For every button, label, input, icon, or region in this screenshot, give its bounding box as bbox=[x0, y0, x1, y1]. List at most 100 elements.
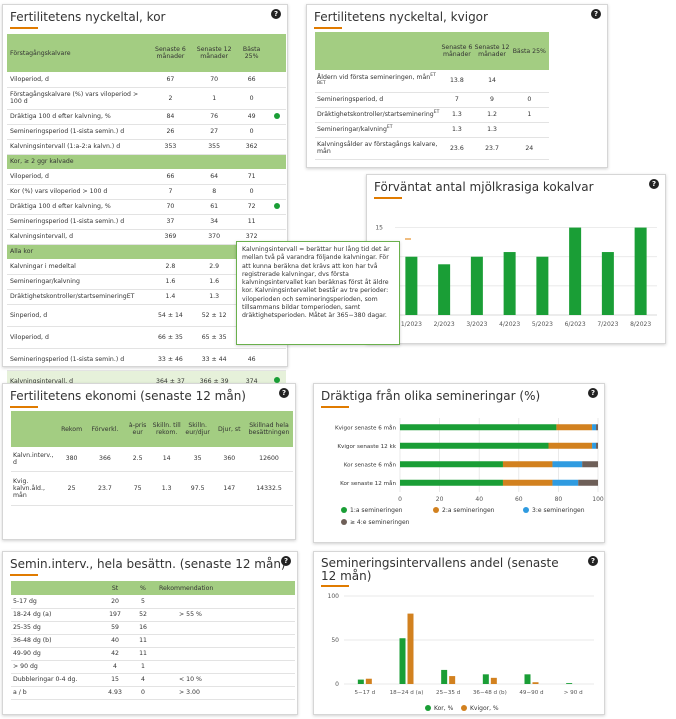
x-tick-label: > 90 d bbox=[564, 690, 583, 696]
title-accent bbox=[314, 27, 342, 29]
andel-card: Semineringsintervallens andel (senaste 1… bbox=[313, 551, 605, 715]
andel-bar bbox=[566, 683, 573, 684]
andel-bar bbox=[407, 613, 414, 684]
ekonomi-card: Fertilitetens ekonomi (senaste 12 mån) ?… bbox=[2, 383, 296, 540]
andel-bar bbox=[399, 638, 406, 684]
stacked-bar-segment bbox=[400, 442, 549, 449]
fertility-kvigor-card: Fertilitetens nyckeltal, kvigor ? Senast… bbox=[306, 4, 608, 168]
calves-bar bbox=[601, 252, 614, 315]
legend-marker bbox=[425, 705, 431, 711]
kvigor-header-row: Senaste 6 månader Senaste 12 månader Bäs… bbox=[315, 32, 549, 70]
table-row: Kalvningsintervall (1:a-2:a kalvn.) d 353… bbox=[7, 139, 286, 155]
section-row: Alla kor bbox=[7, 244, 286, 259]
x-tick-label: 6/2023 bbox=[565, 321, 586, 328]
table-row: 36-48 dg (b) 40 11 bbox=[11, 634, 295, 648]
andel-bar bbox=[532, 682, 539, 684]
stacked-bar-segment bbox=[552, 461, 583, 468]
table-row: a / b 4.93 0 > 3.00 bbox=[11, 686, 295, 700]
status-dot bbox=[273, 112, 280, 119]
legend-label: Kor, % bbox=[434, 705, 454, 712]
y-tick-label: Kvigor senaste 6 mån bbox=[335, 424, 396, 431]
andel-bar bbox=[441, 669, 448, 684]
y-tick-label: Kor senaste 6 mån bbox=[344, 461, 397, 468]
stacked-bar-segment bbox=[552, 479, 579, 486]
help-icon[interactable]: ? bbox=[588, 556, 598, 566]
stacked-bar-segment bbox=[556, 424, 593, 431]
table-row: Kalvningsintervall, d 369 370 372 bbox=[7, 229, 286, 245]
x-tick-label: 5−17 d bbox=[354, 690, 375, 696]
kvigor-card-title: Fertilitetens nyckeltal, kvigor bbox=[314, 10, 488, 24]
draktiga-stacked-chart: 0 20 40 60 80 100 Kvigor senaste 6 mån Kvigor s… bbox=[335, 418, 604, 526]
table-row: Åldern vid första semineringen, månET BET… bbox=[315, 70, 549, 93]
ekonomi-header-row: Rekom Förverkl. à-pris eur Skilln. till … bbox=[11, 411, 293, 447]
legend-marker bbox=[461, 705, 467, 711]
help-icon[interactable]: ? bbox=[591, 9, 601, 19]
kalvningsintervall-tooltip: Kalvningsintervall = berättar hur lång t… bbox=[236, 241, 400, 345]
title-accent bbox=[10, 574, 38, 576]
help-icon[interactable]: ? bbox=[588, 388, 598, 398]
help-icon[interactable]: ? bbox=[649, 179, 659, 189]
legend-marker bbox=[433, 507, 439, 513]
andel-bar bbox=[524, 674, 531, 684]
draktiga-card: Dräktiga från olika semineringar (%) ? 0… bbox=[313, 383, 605, 543]
andel-bar bbox=[490, 677, 497, 684]
kor-header-row: Förstagångskalvare Senaste 6 månader Sen… bbox=[7, 34, 286, 72]
calves-card-title: Förväntat antal mjölkrasiga kokalvar bbox=[374, 180, 594, 194]
x-tick-label: 25−35 d bbox=[436, 690, 461, 696]
x-tick-label: 2/2023 bbox=[434, 321, 455, 328]
table-row: Viloperiod, d 66 64 71 bbox=[7, 169, 286, 185]
stacked-bar-segment bbox=[596, 424, 598, 431]
andel-bar bbox=[449, 676, 456, 684]
y-tick-label: 15 bbox=[375, 225, 383, 232]
stacked-bar-segment bbox=[502, 479, 553, 486]
expected-calves-card: Förväntat antal mjölkrasiga kokalvar ? 1… bbox=[366, 174, 666, 344]
calves-bar bbox=[438, 264, 451, 315]
calves-bar bbox=[503, 252, 516, 315]
table-row: > 90 dg 4 1 bbox=[11, 660, 295, 674]
title-accent bbox=[10, 406, 38, 408]
legend-marker bbox=[341, 519, 347, 525]
x-tick-label: 8/2023 bbox=[630, 321, 651, 328]
y-tick-label: 100 bbox=[328, 593, 340, 600]
kvigor-header-12m: Senaste 12 månader bbox=[474, 44, 510, 58]
help-icon[interactable]: ? bbox=[281, 556, 291, 566]
table-row: 49-90 dg 42 11 bbox=[11, 647, 295, 661]
andel-bar-chart: 100 50 0 5−17 d 18−24 d (a) 25−35 d 36−48 d (b… bbox=[328, 593, 594, 712]
help-icon[interactable]: ? bbox=[271, 9, 281, 19]
ekonomi-card-title: Fertilitetens ekonomi (senaste 12 mån) bbox=[10, 389, 246, 403]
table-row: Semineringsperiod (1-sista semin.) d 26 27… bbox=[7, 124, 286, 140]
table-row: 18-24 dg (a) 197 52 > 55 % bbox=[11, 608, 295, 622]
legend-label: 1:a semineringen bbox=[350, 507, 403, 514]
table-row: 25-35 dg 59 16 bbox=[11, 621, 295, 635]
x-tick-label: 100 bbox=[592, 496, 604, 503]
status-dot bbox=[273, 377, 280, 383]
ekonomi-table: Rekom Förverkl. à-pris eur Skilln. till … bbox=[11, 411, 293, 506]
legend-label: 3:e semineringen bbox=[532, 507, 585, 514]
calves-bar bbox=[569, 227, 582, 315]
table-row: Dräktiga 100 d efter kalvning, % 84 76 49 bbox=[7, 109, 286, 125]
x-tick-label: 3/2023 bbox=[466, 321, 487, 328]
andel-card-title: Semineringsintervallens andel (senaste 1… bbox=[321, 556, 559, 583]
table-row: Kalvningsålder av förstagångs kalvare, m… bbox=[315, 137, 549, 160]
x-tick-label: 5/2023 bbox=[532, 321, 553, 328]
table-row: Viloperiod, d 67 70 66 bbox=[7, 72, 286, 88]
andel-bar bbox=[482, 674, 489, 684]
help-icon[interactable]: ? bbox=[279, 388, 289, 398]
title-accent bbox=[321, 406, 349, 408]
table-row: Semineringsperiod, d 7 9 0 bbox=[315, 92, 549, 108]
kvigor-header-6m: Senaste 6 månader bbox=[441, 44, 473, 58]
x-tick-label: 0 bbox=[398, 496, 402, 503]
y-tick-label: Kvigor senaste 12 kk bbox=[337, 444, 396, 450]
stacked-bar-segment bbox=[578, 479, 598, 486]
kor-header-6m: Senaste 6 månader bbox=[155, 46, 186, 60]
stacked-bar-segment bbox=[548, 442, 593, 449]
x-tick-label: 80 bbox=[555, 496, 563, 503]
semin-card-title: Semin.interv., hela besättn. (senaste 12… bbox=[10, 557, 286, 571]
calves-bar bbox=[405, 256, 418, 315]
legend-marker bbox=[523, 507, 529, 513]
title-accent bbox=[374, 197, 402, 199]
calves-bar bbox=[470, 256, 483, 315]
y-tick-label: Kor senaste 12 mån bbox=[340, 480, 396, 487]
calves-bar-chart: 151051/20232/20233/20234/20235/20236/202… bbox=[375, 225, 657, 328]
